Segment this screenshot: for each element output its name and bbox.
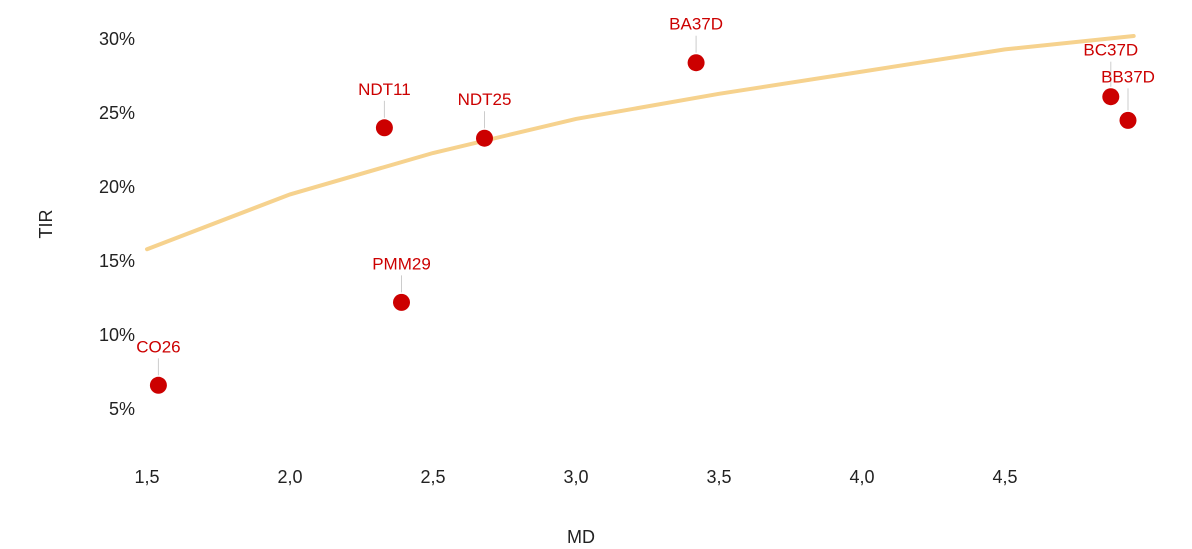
point-marker [476,129,493,147]
x-tick-label: 3,5 [706,467,731,487]
data-points: CO26 NDT11 PMM29 NDT25 BA37D BC37D BB37D [136,15,1155,394]
x-tick-label: 2,5 [420,467,445,487]
data-point-ndt25: NDT25 [458,90,512,147]
point-marker [687,54,705,72]
point-marker [1119,111,1137,129]
data-point-bc37d: BC37D [1083,41,1138,106]
y-tick-label: 30% [99,29,135,49]
y-tick-label: 20% [99,177,135,197]
y-tick-label: 25% [99,103,135,123]
point-marker [1102,88,1120,106]
data-point-ba37d: BA37D [669,15,723,72]
y-axis-title: TIR [36,210,56,239]
y-axis-ticks: 5% 10% 15% 20% 25% 30% [99,29,135,419]
data-point-pmm29: PMM29 [372,254,431,311]
point-marker [393,293,410,311]
y-tick-label: 15% [99,251,135,271]
point-marker [149,376,167,394]
point-label: CO26 [136,337,180,356]
data-point-ndt11: NDT11 [358,80,411,137]
y-tick-label: 5% [109,399,135,419]
point-label: BA37D [669,15,723,34]
trend-line [145,34,1136,252]
x-tick-label: 2,0 [277,467,302,487]
x-tick-label: 3,0 [563,467,588,487]
point-marker [375,119,393,137]
data-point-bb37d: BB37D [1101,67,1155,129]
x-tick-label: 1,5 [134,467,159,487]
x-tick-label: 4,0 [849,467,874,487]
x-axis-ticks: 1,5 2,0 2,5 3,0 3,5 4,0 4,5 [134,467,1017,487]
point-label: BB37D [1101,67,1155,86]
point-label: BC37D [1083,41,1138,60]
point-label: NDT11 [358,80,411,99]
point-label: NDT25 [458,90,512,109]
point-label: PMM29 [372,254,431,273]
data-point-co26: CO26 [136,337,181,394]
x-axis-title: MD [567,527,595,547]
y-tick-label: 10% [99,325,135,345]
x-tick-label: 4,5 [992,467,1017,487]
